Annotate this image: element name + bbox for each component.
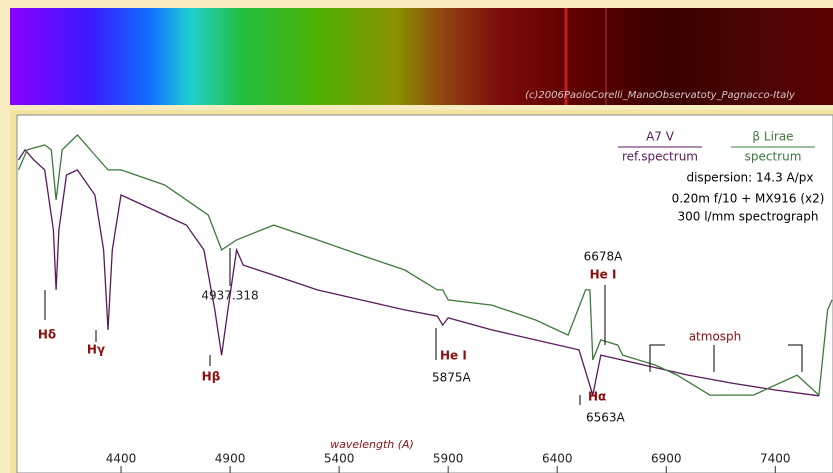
annotation: Hγ (87, 343, 105, 357)
page: (c)2006PaoloCorelli_ManoObservatoty_Pagn… (0, 0, 833, 473)
x-tick-label: 4900 (215, 452, 246, 466)
x-tick-label: 4400 (106, 452, 137, 466)
x-axis-label: wavelength (A) (330, 438, 414, 451)
plot-area (17, 115, 833, 473)
legend-sub: ref.spectrum (622, 150, 698, 164)
annotation: 6678A (584, 250, 624, 264)
annotation: atmosph (689, 330, 742, 344)
legend-label: A7 V (646, 130, 675, 144)
annotation: Hα (588, 390, 606, 404)
x-tick-label: 7400 (760, 452, 791, 466)
legend-sub: spectrum (745, 150, 802, 164)
legend-label: β Lirae (752, 130, 793, 144)
x-tick-label: 6400 (542, 452, 573, 466)
x-tick-label: 6900 (651, 452, 682, 466)
annotation: He I (440, 349, 467, 363)
annotation: 0.20m f/10 + MX916 (x2) (672, 192, 825, 206)
annotation: Hβ (202, 370, 221, 384)
annotation: 6563A (586, 411, 626, 425)
annotation: He I (590, 268, 617, 282)
watermark: (c)2006PaoloCorelli_ManoObservatoty_Pagn… (525, 90, 796, 101)
annotation: 4937.318 (201, 289, 258, 303)
annotation: dispersion: 14.3 A/px (686, 171, 813, 185)
x-tick-label: 5900 (433, 452, 464, 466)
annotation: Hδ (38, 328, 56, 342)
annotation: 5875A (432, 371, 472, 385)
annotation: 300 l/mm spectrograph (678, 210, 819, 224)
chart: (c)2006PaoloCorelli_ManoObservatoty_Pagn… (0, 0, 833, 473)
x-tick-label: 5400 (324, 452, 355, 466)
